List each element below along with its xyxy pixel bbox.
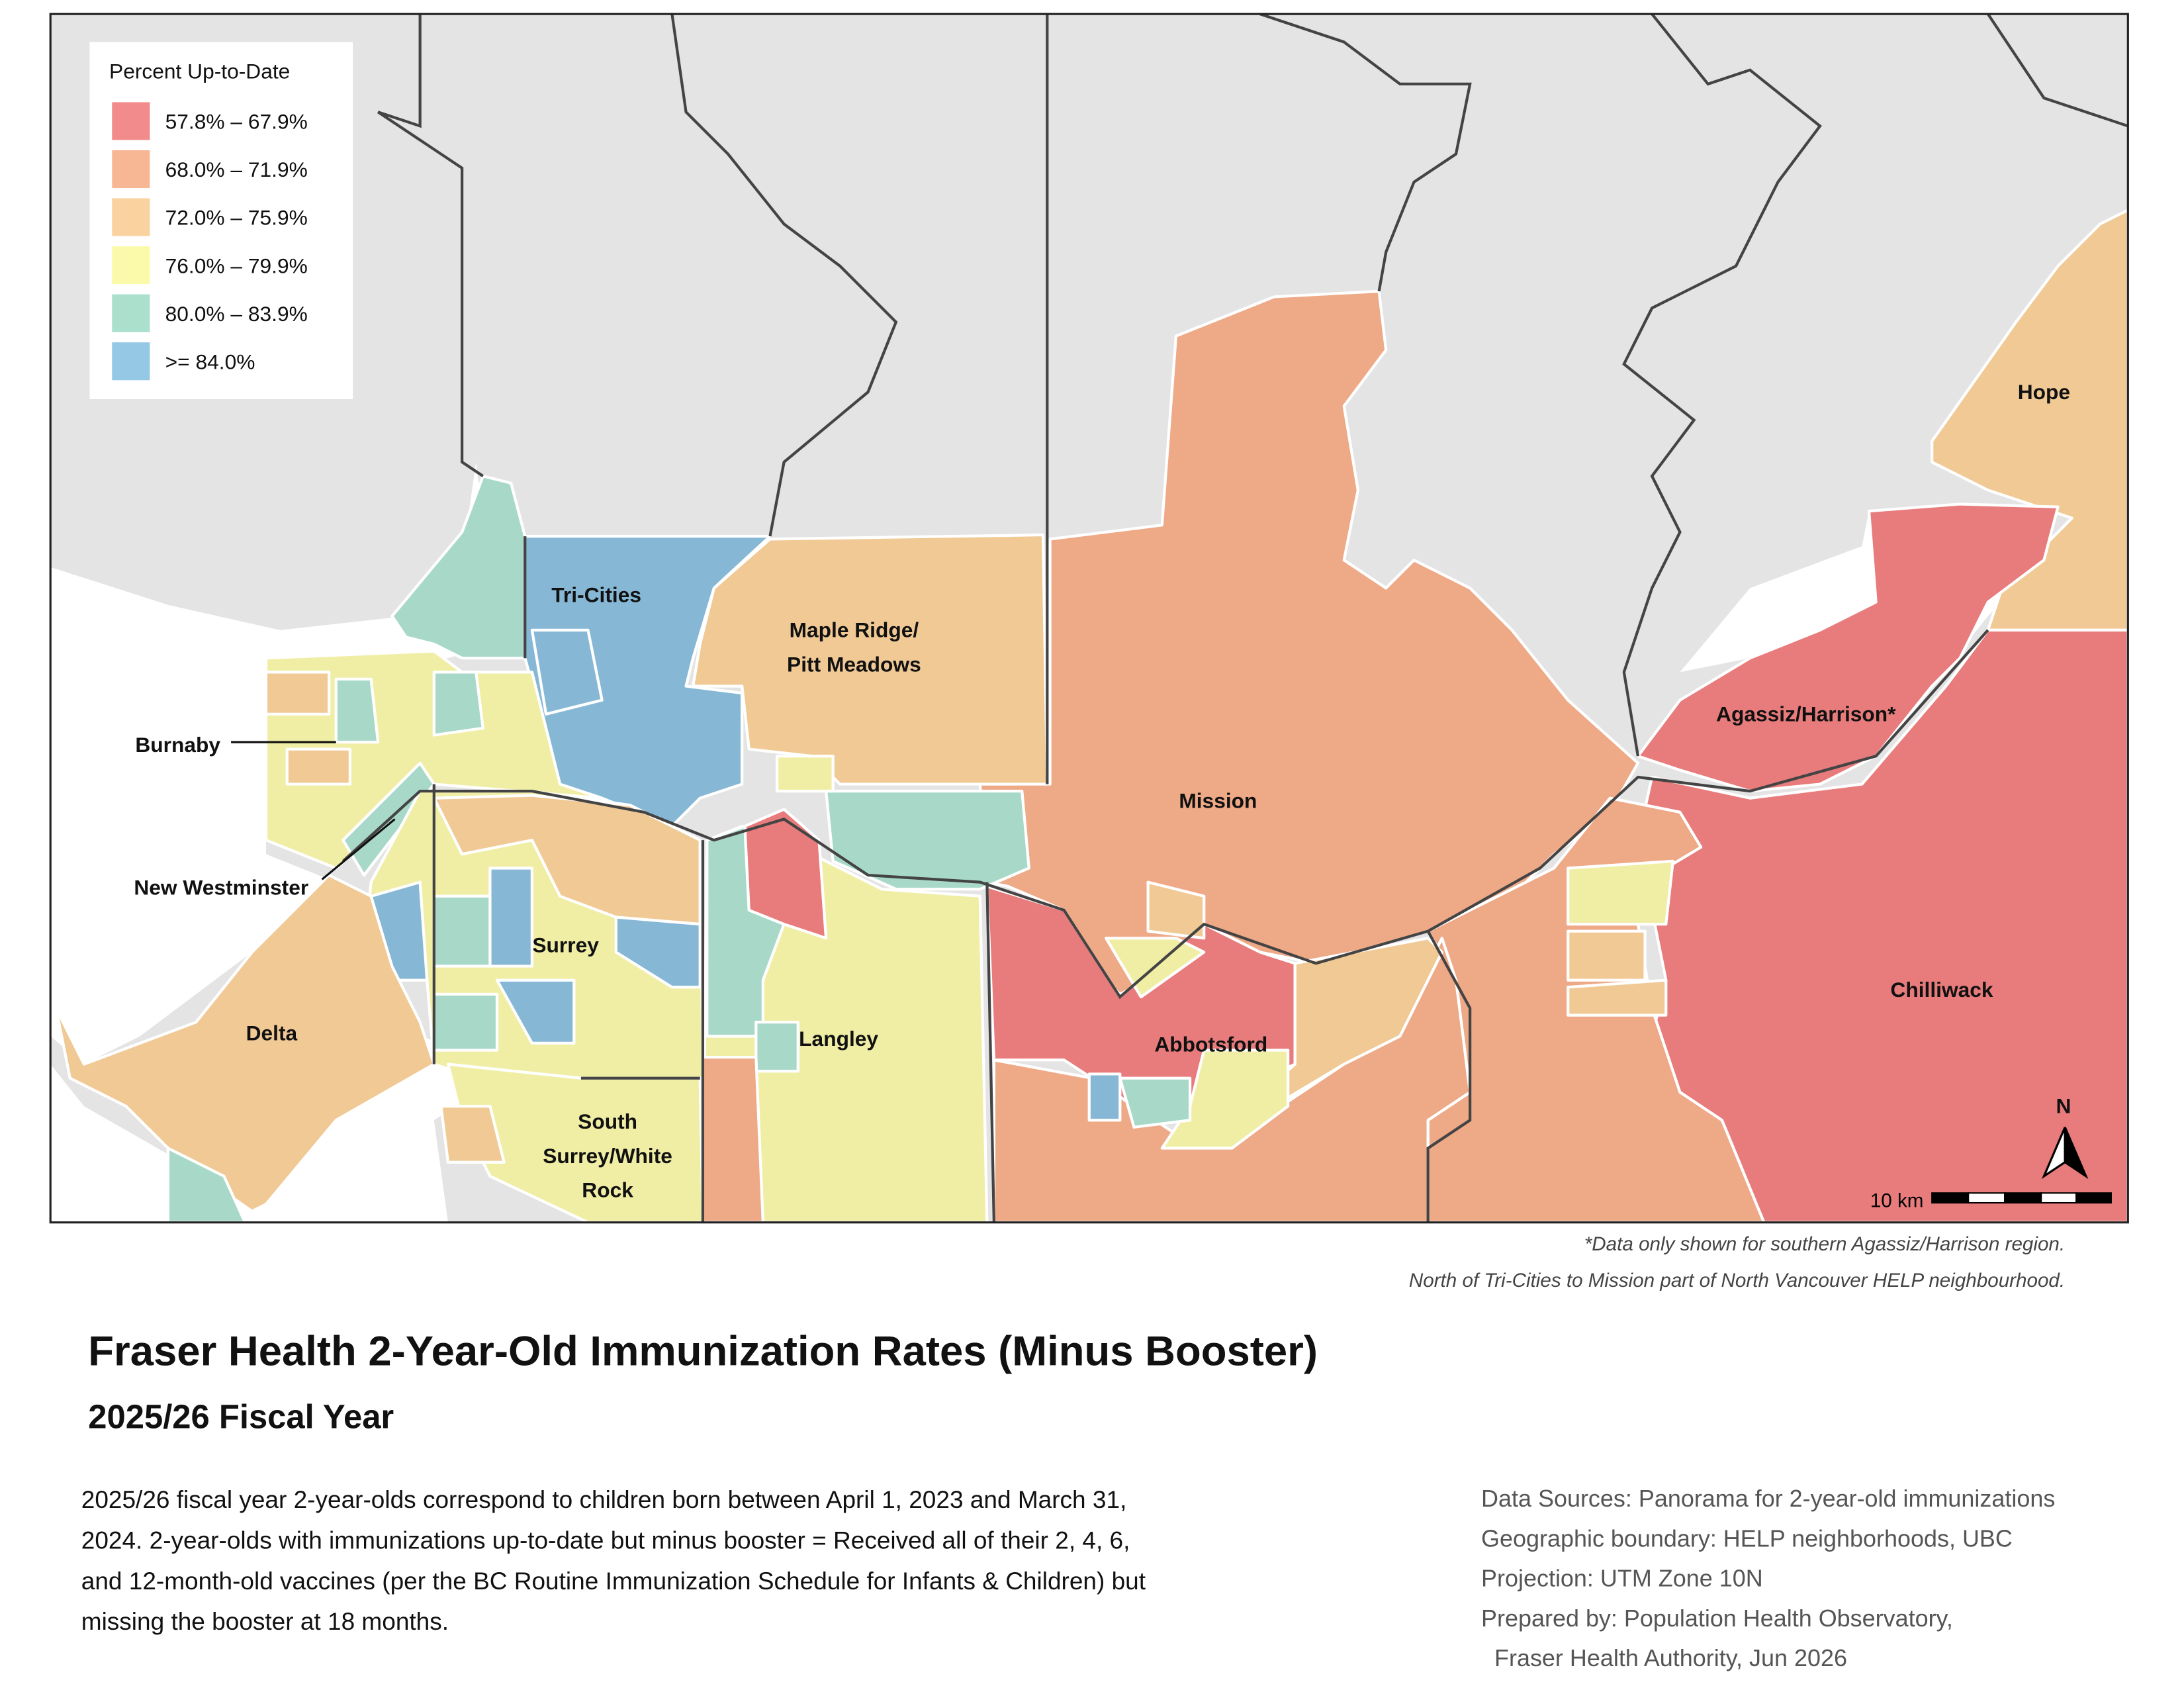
map-labels: Hope Tri-Cities Maple Ridge/Pitt Meadows Ag… bbox=[134, 380, 2070, 1202]
boundary-line bbox=[670, 14, 898, 537]
legend-label: 68.0% – 71.9% bbox=[165, 158, 308, 181]
region-label: Mission bbox=[1179, 789, 1257, 813]
region-label: Langley bbox=[799, 1027, 878, 1051]
map-shape bbox=[264, 671, 331, 716]
region-label: Burnaby bbox=[135, 733, 220, 757]
map-shape bbox=[166, 1147, 247, 1223]
note: North of Tri-Cities to Mission part of N… bbox=[1409, 1270, 2065, 1291]
map-shape bbox=[50, 462, 497, 1064]
north-label: N bbox=[2056, 1094, 2071, 1118]
legend-swatch bbox=[112, 102, 150, 140]
map-rect bbox=[2004, 1192, 2042, 1204]
boundary-line bbox=[1622, 14, 1822, 757]
description-line: 2024. 2-year-olds with immunizations up-… bbox=[81, 1526, 1130, 1554]
map-shape bbox=[824, 790, 1030, 891]
region-label: Pitt Meadows bbox=[787, 652, 921, 676]
legend: Percent Up-to-Date 57.8% – 67.9% 68.0% – … bbox=[89, 42, 353, 399]
legend-swatch bbox=[112, 342, 150, 381]
map-group bbox=[54, 209, 2128, 1223]
region-label: Tri-Cities bbox=[551, 583, 641, 607]
map-shape bbox=[50, 1036, 477, 1223]
map-rect bbox=[1968, 1192, 2006, 1204]
note: *Data only shown for southern Agassiz/Ha… bbox=[1584, 1233, 2065, 1255]
map-group bbox=[341, 14, 2128, 1223]
source-line: Projection: UTM Zone 10N bbox=[1481, 1565, 1763, 1592]
boundary-line bbox=[341, 629, 1989, 1000]
region-label: Chilliwack bbox=[1890, 978, 1993, 1002]
boundary-line bbox=[377, 14, 484, 477]
source-line: Prepared by: Population Health Observato… bbox=[1481, 1605, 1953, 1632]
boundary-line bbox=[985, 882, 996, 1223]
description-line: missing the booster at 18 months. bbox=[81, 1607, 449, 1635]
source-line: Geographic boundary: HELP neighborhoods,… bbox=[1481, 1524, 2013, 1552]
boundary-line bbox=[1987, 14, 2128, 128]
map-shape bbox=[432, 894, 492, 968]
map-shape bbox=[1146, 880, 1206, 940]
map-shape bbox=[754, 1021, 799, 1073]
map-shape bbox=[701, 1055, 765, 1223]
map-shape bbox=[1567, 929, 1647, 982]
map-shape bbox=[432, 671, 484, 737]
region-label: Delta bbox=[246, 1021, 298, 1045]
region-label: Maple Ridge/ bbox=[790, 618, 919, 641]
map-shape bbox=[1636, 628, 2128, 1223]
description: 2025/26 fiscal year 2-year-olds correspo… bbox=[81, 1485, 1146, 1635]
map-shape bbox=[54, 873, 435, 1213]
boundary-line bbox=[1259, 14, 1472, 292]
map-shape bbox=[1567, 978, 1668, 1017]
region-label: Surrey/White bbox=[543, 1144, 672, 1168]
legend-label: 76.0% – 79.9% bbox=[165, 254, 308, 277]
map-shape bbox=[775, 755, 835, 793]
map-shape bbox=[743, 808, 828, 940]
map-rect bbox=[1931, 1192, 1970, 1204]
map-shape bbox=[285, 747, 352, 786]
map-shape bbox=[439, 1104, 506, 1164]
map-shape bbox=[1636, 502, 2060, 793]
region-label: Abbotsford bbox=[1154, 1033, 1267, 1056]
map-shape bbox=[334, 677, 380, 744]
source-line: Data Sources: Panorama for 2-year-old im… bbox=[1481, 1485, 2055, 1512]
map-shape bbox=[1118, 1076, 1192, 1129]
subtitle: 2025/26 Fiscal Year bbox=[88, 1398, 394, 1436]
legend-label: >= 84.0% bbox=[165, 350, 255, 373]
map-shape bbox=[495, 978, 576, 1045]
map-area bbox=[50, 14, 2128, 1223]
legend-label: 57.8% – 67.9% bbox=[165, 110, 308, 134]
legend-label: 72.0% – 75.9% bbox=[165, 206, 308, 230]
map-rect bbox=[2040, 1192, 2077, 1204]
map-group bbox=[1931, 1192, 2112, 1204]
map-shape bbox=[2064, 1127, 2089, 1180]
region-label: Rock bbox=[582, 1178, 633, 1202]
description-line: and 12-month-old vaccines (per the BC Ro… bbox=[81, 1567, 1146, 1595]
map-shape bbox=[614, 915, 702, 989]
source-line: Fraser Health Authority, Jun 2026 bbox=[1481, 1644, 1847, 1671]
region-label: South bbox=[578, 1109, 637, 1133]
region-label: Surrey bbox=[532, 933, 599, 957]
region-label: Hope bbox=[2018, 380, 2070, 404]
scale-label: 10 km bbox=[1870, 1190, 1924, 1211]
map-shape bbox=[530, 628, 604, 716]
legend-swatch bbox=[112, 150, 150, 189]
legend-title: Percent Up-to-Date bbox=[109, 59, 290, 83]
leader-line bbox=[321, 818, 396, 880]
region-label: New Westminster bbox=[134, 876, 308, 900]
legend-swatch bbox=[112, 198, 150, 236]
map-shape bbox=[432, 992, 499, 1052]
region-label: Agassiz/Harrison* bbox=[1716, 702, 1896, 726]
description-line: 2025/26 fiscal year 2-year-olds correspo… bbox=[81, 1485, 1127, 1513]
title: Fraser Health 2-Year-Old Immunization Ra… bbox=[88, 1328, 1318, 1374]
map-shape bbox=[488, 867, 533, 968]
legend-label: 80.0% – 83.9% bbox=[165, 302, 308, 326]
legend-swatch bbox=[112, 294, 150, 332]
map-rect bbox=[2075, 1192, 2112, 1204]
legend-swatch bbox=[112, 246, 150, 285]
map-shape bbox=[1087, 1072, 1122, 1122]
map-shape bbox=[1567, 859, 1674, 926]
boundary-line bbox=[1426, 930, 1472, 1223]
map-frame bbox=[49, 13, 2129, 1224]
sources: Data Sources: Panorama for 2-year-old im… bbox=[1481, 1485, 2055, 1671]
